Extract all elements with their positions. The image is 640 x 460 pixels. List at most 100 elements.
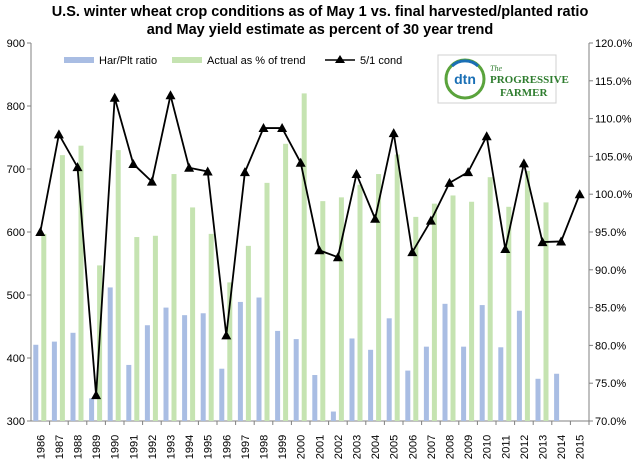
x-tick-label: 2007 [426,435,438,459]
bar-actual-pct-trend [245,245,251,421]
cond-point [370,213,381,223]
cond-point [556,236,567,246]
cond-point [53,129,64,139]
bar-actual-pct-trend [78,145,84,421]
x-tick-label: 2005 [389,435,401,459]
bar-actual-pct-trend [394,154,400,421]
chart-title-line-1: U.S. winter wheat crop conditions as of … [51,4,589,20]
bar-har-plt-ratio [219,368,225,421]
bar-actual-pct-trend [208,233,214,421]
left-tick-label: 500 [7,290,25,302]
left-tick-label: 900 [7,38,25,50]
cond-point [295,157,306,167]
bar-har-plt-ratio [386,318,392,421]
bar-har-plt-ratio [405,370,411,421]
cond-point [239,167,250,177]
bar-actual-pct-trend [487,177,493,421]
right-tick-label: 100.0% [595,189,633,201]
cond-point [202,166,213,176]
dtn-progressive-farmer-logo: dtn The PROGRESSIVE FARMER [437,54,569,104]
x-tick-label: 2010 [482,435,494,459]
bar-har-plt-ratio [535,378,541,421]
bar-har-plt-ratio [256,297,262,421]
legend-swatch-actual-trend [172,57,202,63]
cond-point [351,169,362,179]
left-tick-label: 400 [7,353,25,365]
bar-actual-pct-trend [376,174,382,421]
bar-har-plt-ratio [293,339,299,421]
bar-actual-pct-trend [171,174,177,421]
x-tick-label: 2008 [445,435,457,459]
x-tick-label: 1986 [35,435,47,459]
bar-actual-pct-trend [431,203,437,421]
right-tick-label: 85.0% [595,303,626,315]
cond-point [91,390,102,400]
bar-har-plt-ratio [237,301,243,421]
right-tick-label: 105.0% [595,151,633,163]
bar-har-plt-ratio [554,373,560,421]
left-tick-label: 600 [7,227,25,239]
x-tick-label: 1988 [73,435,85,459]
logo-progressive-text: PROGRESSIVE [490,74,569,86]
cond-line-path [39,95,581,396]
bar-har-plt-ratio [275,330,281,421]
bar-har-plt-ratio [70,332,76,421]
cond-point [258,123,269,133]
bar-har-plt-ratio [51,341,57,421]
cond-point [463,167,474,177]
right-tick-label: 90.0% [595,265,626,277]
bars [33,93,560,422]
bar-har-plt-ratio [368,349,374,421]
x-tick-label: 1993 [166,435,178,459]
x-tick-label: 1989 [91,435,103,459]
bar-actual-pct-trend [190,207,196,421]
bar-actual-pct-trend [506,206,512,421]
x-tick-label: 1999 [277,435,289,459]
x-tick-label: 2002 [333,435,345,459]
cond-point [165,90,176,100]
legend-swatch-har-plt [64,57,94,63]
x-tick-label: 2004 [370,435,382,459]
x-tick-label: 2014 [556,435,568,459]
x-tick-label: 1991 [128,435,140,459]
bar-actual-pct-trend [338,197,344,421]
cond-point [128,158,139,168]
bar-har-plt-ratio [442,303,448,421]
x-tick-label: 2011 [500,435,512,459]
bar-actual-pct-trend [283,143,289,422]
cond-point [314,245,325,255]
left-tick-label: 700 [7,164,25,176]
left-tick-label: 800 [7,101,25,113]
bar-har-plt-ratio [498,347,504,421]
bar-actual-pct-trend [524,170,530,421]
cond-point [184,162,195,172]
bar-har-plt-ratio [163,307,169,421]
cond-point [500,244,511,254]
x-tick-label: 1996 [221,435,233,459]
x-tick-label: 1997 [240,435,252,459]
bar-har-plt-ratio [126,364,132,421]
x-tick-label: 2001 [314,435,326,459]
legend-marker-cond [335,55,345,63]
right-tick-label: 80.0% [595,340,626,352]
bar-har-plt-ratio [89,398,95,421]
bar-har-plt-ratio [479,305,485,421]
legend-label-cond: 5/1 cond [360,55,402,67]
right-tick-label: 120.0% [595,38,633,50]
x-tick-label: 2015 [575,435,587,459]
right-tick-label: 95.0% [595,227,626,239]
x-tick-label: 2003 [352,435,364,459]
bar-actual-pct-trend [134,237,140,421]
cond-point [481,131,492,141]
bar-har-plt-ratio [182,315,188,421]
x-tick-label: 1994 [184,435,196,459]
x-tick-label: 2009 [463,435,475,459]
right-tick-label: 115.0% [595,76,632,88]
cond-point [221,330,232,340]
bar-har-plt-ratio [349,338,355,421]
cond-point [35,227,46,236]
bar-har-plt-ratio [516,310,522,421]
cond-point [444,177,455,187]
bar-actual-pct-trend [152,235,158,421]
bar-actual-pct-trend [357,184,363,421]
